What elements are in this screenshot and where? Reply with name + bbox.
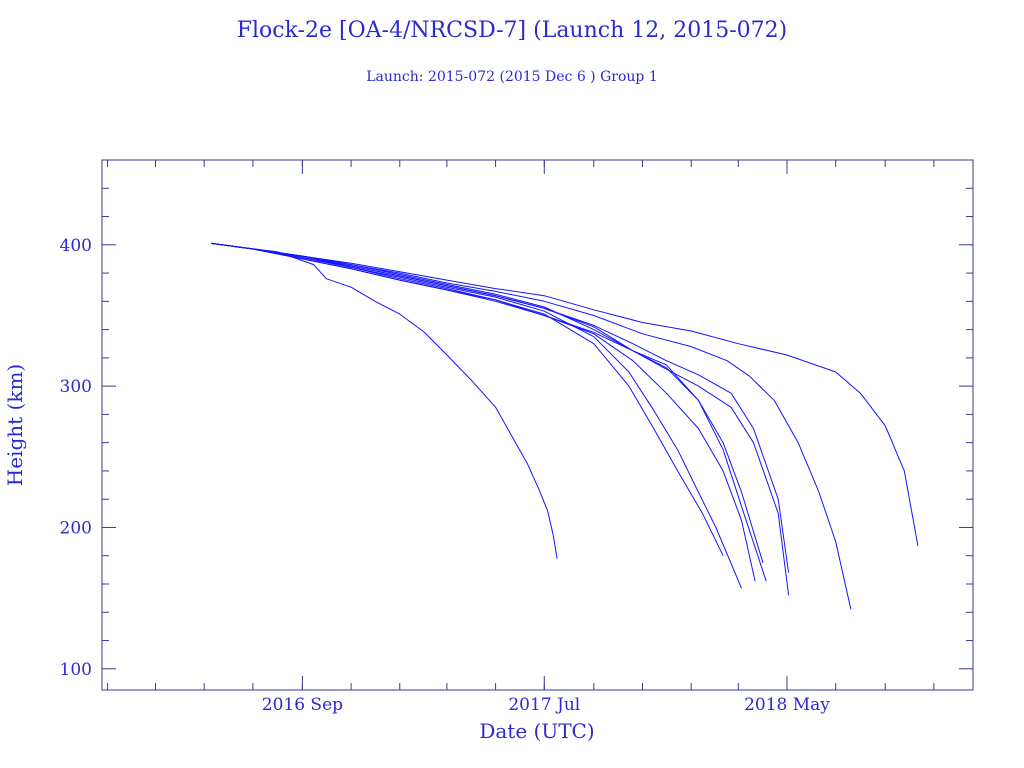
y-tick-label: 300 xyxy=(60,377,92,397)
x-tick-label: 2017 Jul xyxy=(508,695,580,715)
x-tick-label: 2016 Sep xyxy=(262,695,343,715)
series-line-8 xyxy=(211,242,790,573)
series-line-5 xyxy=(211,242,764,563)
y-tick-label: 400 xyxy=(60,236,92,256)
series-line-9 xyxy=(211,242,852,610)
series-line-7 xyxy=(211,242,790,596)
y-tick-label: 200 xyxy=(60,518,92,538)
y-axis-label: Height (km) xyxy=(3,364,27,486)
chart-subtitle: Launch: 2015-072 (2015 Dec 6 ) Group 1 xyxy=(366,69,657,85)
series-line-1 xyxy=(211,242,558,559)
chart-title: Flock-2e [OA-4/NRCSD-7] (Launch 12, 2015… xyxy=(237,18,787,43)
ticks-layer xyxy=(102,160,973,690)
x-axis-label: Date (UTC) xyxy=(479,719,594,743)
y-tick-label: 100 xyxy=(60,660,92,680)
x-tick-label: 2018 May xyxy=(744,695,830,715)
tick-labels-layer: 100 200 300 400 2016 Sep 2017 Jul 2018 May xyxy=(60,236,831,715)
series-line-10 xyxy=(211,242,919,546)
series-layer xyxy=(211,242,919,610)
plot-frame xyxy=(101,159,974,691)
series-line-4 xyxy=(211,242,756,582)
